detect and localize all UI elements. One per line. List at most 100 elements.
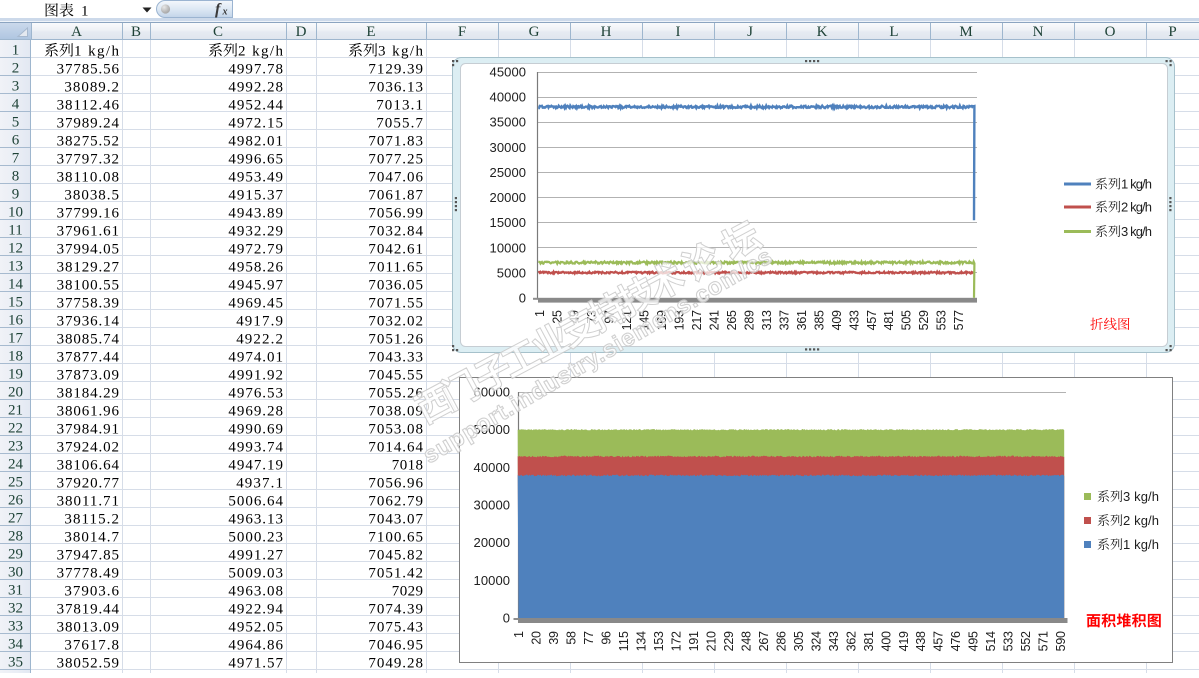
svg-text:25: 25	[550, 310, 564, 324]
svg-text:38112.46: 38112.46	[57, 98, 120, 114]
svg-text:7032.84: 7032.84	[368, 224, 423, 240]
svg-text:267: 267	[757, 631, 771, 651]
svg-text:419: 419	[897, 631, 911, 651]
svg-text:B: B	[131, 24, 141, 40]
svg-text:324: 324	[809, 631, 823, 651]
svg-text:38052.59: 38052.59	[57, 656, 119, 672]
svg-text:32: 32	[8, 601, 23, 617]
svg-text:4997.78: 4997.78	[228, 62, 283, 78]
svg-text:4993.74: 4993.74	[228, 440, 283, 456]
svg-text:35: 35	[8, 655, 23, 671]
svg-text:134: 134	[635, 631, 649, 651]
svg-text:50000: 50000	[474, 422, 511, 437]
svg-text:7056.99: 7056.99	[368, 206, 423, 222]
svg-text:40000: 40000	[490, 90, 527, 105]
svg-text:529: 529	[917, 310, 931, 330]
svg-text:39: 39	[547, 631, 561, 645]
svg-text:37947.85: 37947.85	[57, 548, 119, 564]
svg-text:37778.49: 37778.49	[57, 566, 119, 582]
svg-text:15000: 15000	[490, 215, 527, 230]
svg-text:7071.83: 7071.83	[368, 134, 423, 150]
svg-text:438: 438	[914, 631, 928, 651]
svg-text:6: 6	[12, 133, 20, 149]
svg-text:4952.44: 4952.44	[228, 98, 283, 114]
svg-text:553: 553	[935, 310, 949, 330]
svg-text:28: 28	[8, 529, 23, 545]
svg-text:7043.33: 7043.33	[368, 350, 423, 366]
svg-text:337: 337	[777, 310, 791, 330]
svg-text:409: 409	[830, 310, 844, 330]
svg-text:14: 14	[8, 277, 24, 293]
svg-text:A: A	[71, 24, 82, 40]
svg-text:4964.86: 4964.86	[228, 638, 283, 654]
svg-text:24: 24	[8, 457, 24, 473]
svg-text:2 kg/h: 2 kg/h	[1121, 200, 1152, 215]
svg-text:381: 381	[862, 631, 876, 651]
svg-text:7: 7	[12, 151, 20, 167]
svg-text:29: 29	[8, 547, 23, 563]
svg-text:2: 2	[12, 61, 20, 77]
svg-text:96: 96	[600, 631, 614, 645]
svg-text:45000: 45000	[490, 65, 527, 80]
svg-text:7049.28: 7049.28	[368, 656, 423, 672]
svg-text:3 kg/h: 3 kg/h	[1123, 489, 1159, 504]
svg-text:34: 34	[8, 637, 24, 653]
svg-text:37877.44: 37877.44	[57, 350, 120, 366]
svg-text:4958.26: 4958.26	[228, 260, 283, 276]
svg-text:37989.24: 37989.24	[57, 116, 120, 132]
svg-text:38038.5: 38038.5	[64, 188, 119, 204]
svg-text:4974.01: 4974.01	[228, 350, 283, 366]
svg-text:8: 8	[12, 169, 20, 185]
svg-text:313: 313	[760, 310, 774, 330]
svg-text:38275.52: 38275.52	[57, 134, 119, 150]
svg-text:1 kg/h: 1 kg/h	[1123, 537, 1159, 552]
svg-text:7071.55: 7071.55	[368, 296, 423, 312]
svg-text:7045.55: 7045.55	[368, 368, 423, 384]
svg-text:38110.08: 38110.08	[57, 170, 119, 186]
svg-text:4945.97: 4945.97	[228, 278, 283, 294]
svg-text:385: 385	[812, 310, 826, 330]
svg-text:33: 33	[8, 619, 23, 635]
svg-text:7055.7: 7055.7	[376, 116, 423, 132]
svg-text:193: 193	[673, 310, 687, 330]
svg-text:4990.69: 4990.69	[228, 422, 283, 438]
svg-text:C: C	[213, 24, 223, 40]
svg-text:23: 23	[8, 439, 23, 455]
svg-text:D: D	[296, 24, 307, 40]
svg-text:10000: 10000	[474, 573, 511, 588]
svg-text:3: 3	[12, 79, 20, 95]
svg-text:27: 27	[8, 511, 24, 527]
svg-text:4943.89: 4943.89	[228, 206, 283, 222]
svg-text:11: 11	[8, 223, 22, 239]
svg-text:5006.64: 5006.64	[228, 494, 283, 510]
svg-text:38089.2: 38089.2	[64, 80, 119, 96]
svg-text:K: K	[817, 24, 828, 40]
svg-text:4953.49: 4953.49	[228, 170, 283, 186]
svg-text:38129.27: 38129.27	[57, 260, 120, 276]
svg-text:7055.26: 7055.26	[368, 386, 423, 402]
svg-text:265: 265	[725, 310, 739, 330]
svg-text:7036.13: 7036.13	[368, 80, 423, 96]
svg-text:37924.02: 37924.02	[57, 440, 119, 456]
svg-text:I: I	[676, 24, 681, 40]
svg-text:7013.1: 7013.1	[376, 98, 423, 114]
svg-text:38011.71: 38011.71	[57, 494, 119, 510]
svg-text:37920.77: 37920.77	[57, 476, 120, 492]
svg-text:361: 361	[795, 310, 809, 330]
svg-text:4971.57: 4971.57	[228, 656, 283, 672]
svg-text:1 kg/h: 1 kg/h	[74, 44, 120, 60]
svg-text:7047.06: 7047.06	[368, 170, 423, 186]
svg-text:4969.28: 4969.28	[228, 404, 283, 420]
svg-text:4937.1: 4937.1	[236, 476, 283, 492]
svg-text:286: 286	[774, 631, 788, 651]
svg-text:f: f	[215, 1, 222, 18]
svg-text:20: 20	[8, 385, 23, 401]
svg-text:37994.05: 37994.05	[57, 242, 119, 258]
svg-text:514: 514	[984, 631, 998, 651]
svg-text:4963.08: 4963.08	[228, 584, 283, 600]
svg-text:21: 21	[8, 403, 23, 419]
svg-text:22: 22	[8, 421, 23, 437]
svg-text:38013.09: 38013.09	[57, 620, 119, 636]
svg-text:L: L	[889, 24, 898, 40]
svg-text:G: G	[529, 24, 540, 40]
